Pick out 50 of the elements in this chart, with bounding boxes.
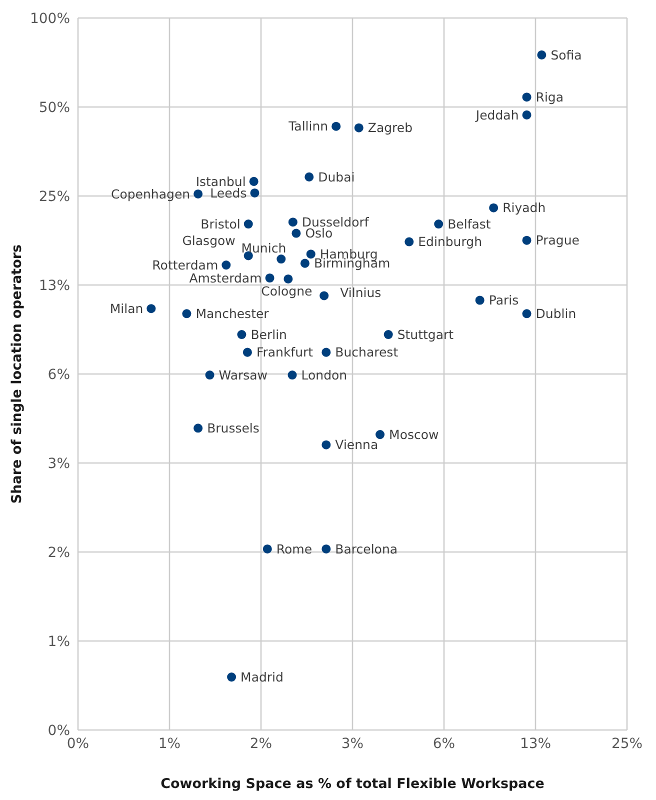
series-label: Tallinn [288, 118, 328, 134]
series-label: Munich [241, 240, 286, 256]
series-label: Cologne [261, 283, 313, 298]
series-label: Jeddah [474, 107, 519, 122]
series-label: Moscow [389, 426, 439, 442]
series-label: Madrid [240, 669, 284, 684]
series-label: Zagreb [368, 120, 413, 136]
y-tick-label: 2% [48, 544, 70, 561]
series-label: Copenhagen [111, 186, 190, 202]
x-tick-label: 6% [432, 736, 456, 752]
series-label: Milan [110, 300, 144, 316]
y-tick-label: 25% [38, 188, 70, 205]
series-label: Prague [536, 232, 580, 248]
series-label: Riyadh [502, 200, 546, 216]
series-label: Barcelona [335, 541, 398, 556]
y-tick-label: 50% [38, 100, 70, 116]
series-label: Dubai [318, 169, 355, 184]
series-label: Bucharest [335, 344, 398, 360]
series-label: Bristol [200, 216, 240, 232]
x-tick-label: 13% [520, 736, 552, 752]
series-label: Riga [536, 89, 564, 104]
y-tick-label: 100% [30, 10, 70, 27]
series-label: Frankfurt [256, 344, 314, 360]
y-tick-label: 3% [48, 456, 70, 472]
series-label: Glasgow [182, 233, 236, 248]
series-label: Rotterdam [152, 257, 218, 272]
series-label: Dublin [536, 306, 576, 322]
x-tick-label: 2% [250, 736, 272, 752]
series-label: Vienna [335, 437, 378, 452]
series-label: Sofia [550, 47, 582, 62]
series-label: Vilnius [340, 285, 382, 300]
series-label: Rome [276, 541, 312, 556]
series-label: Belfast [448, 216, 491, 232]
series-label: Paris [488, 292, 519, 308]
x-axis-title: Coworking Space as % of total Flexible Workspace [160, 776, 544, 792]
series-label: Brussels [207, 420, 260, 436]
series-label: London [301, 367, 348, 382]
series-label: Edinburgh [418, 234, 482, 250]
series-label: Stuttgart [397, 326, 454, 342]
x-tick-label: 1% [158, 736, 181, 752]
y-axis-title: Share of single location operators [8, 244, 25, 504]
series-label: Amsterdam [189, 270, 262, 286]
series-label: Manchester [196, 306, 270, 322]
y-tick-label: 6% [48, 366, 70, 383]
x-tick-label: 3% [341, 736, 364, 752]
y-tick-label: 1% [48, 634, 70, 650]
series-label: Berlin [250, 326, 287, 342]
series-label: Warsaw [218, 367, 268, 382]
y-tick-label: 13% [38, 278, 70, 294]
x-tick-label: 25% [611, 736, 643, 752]
